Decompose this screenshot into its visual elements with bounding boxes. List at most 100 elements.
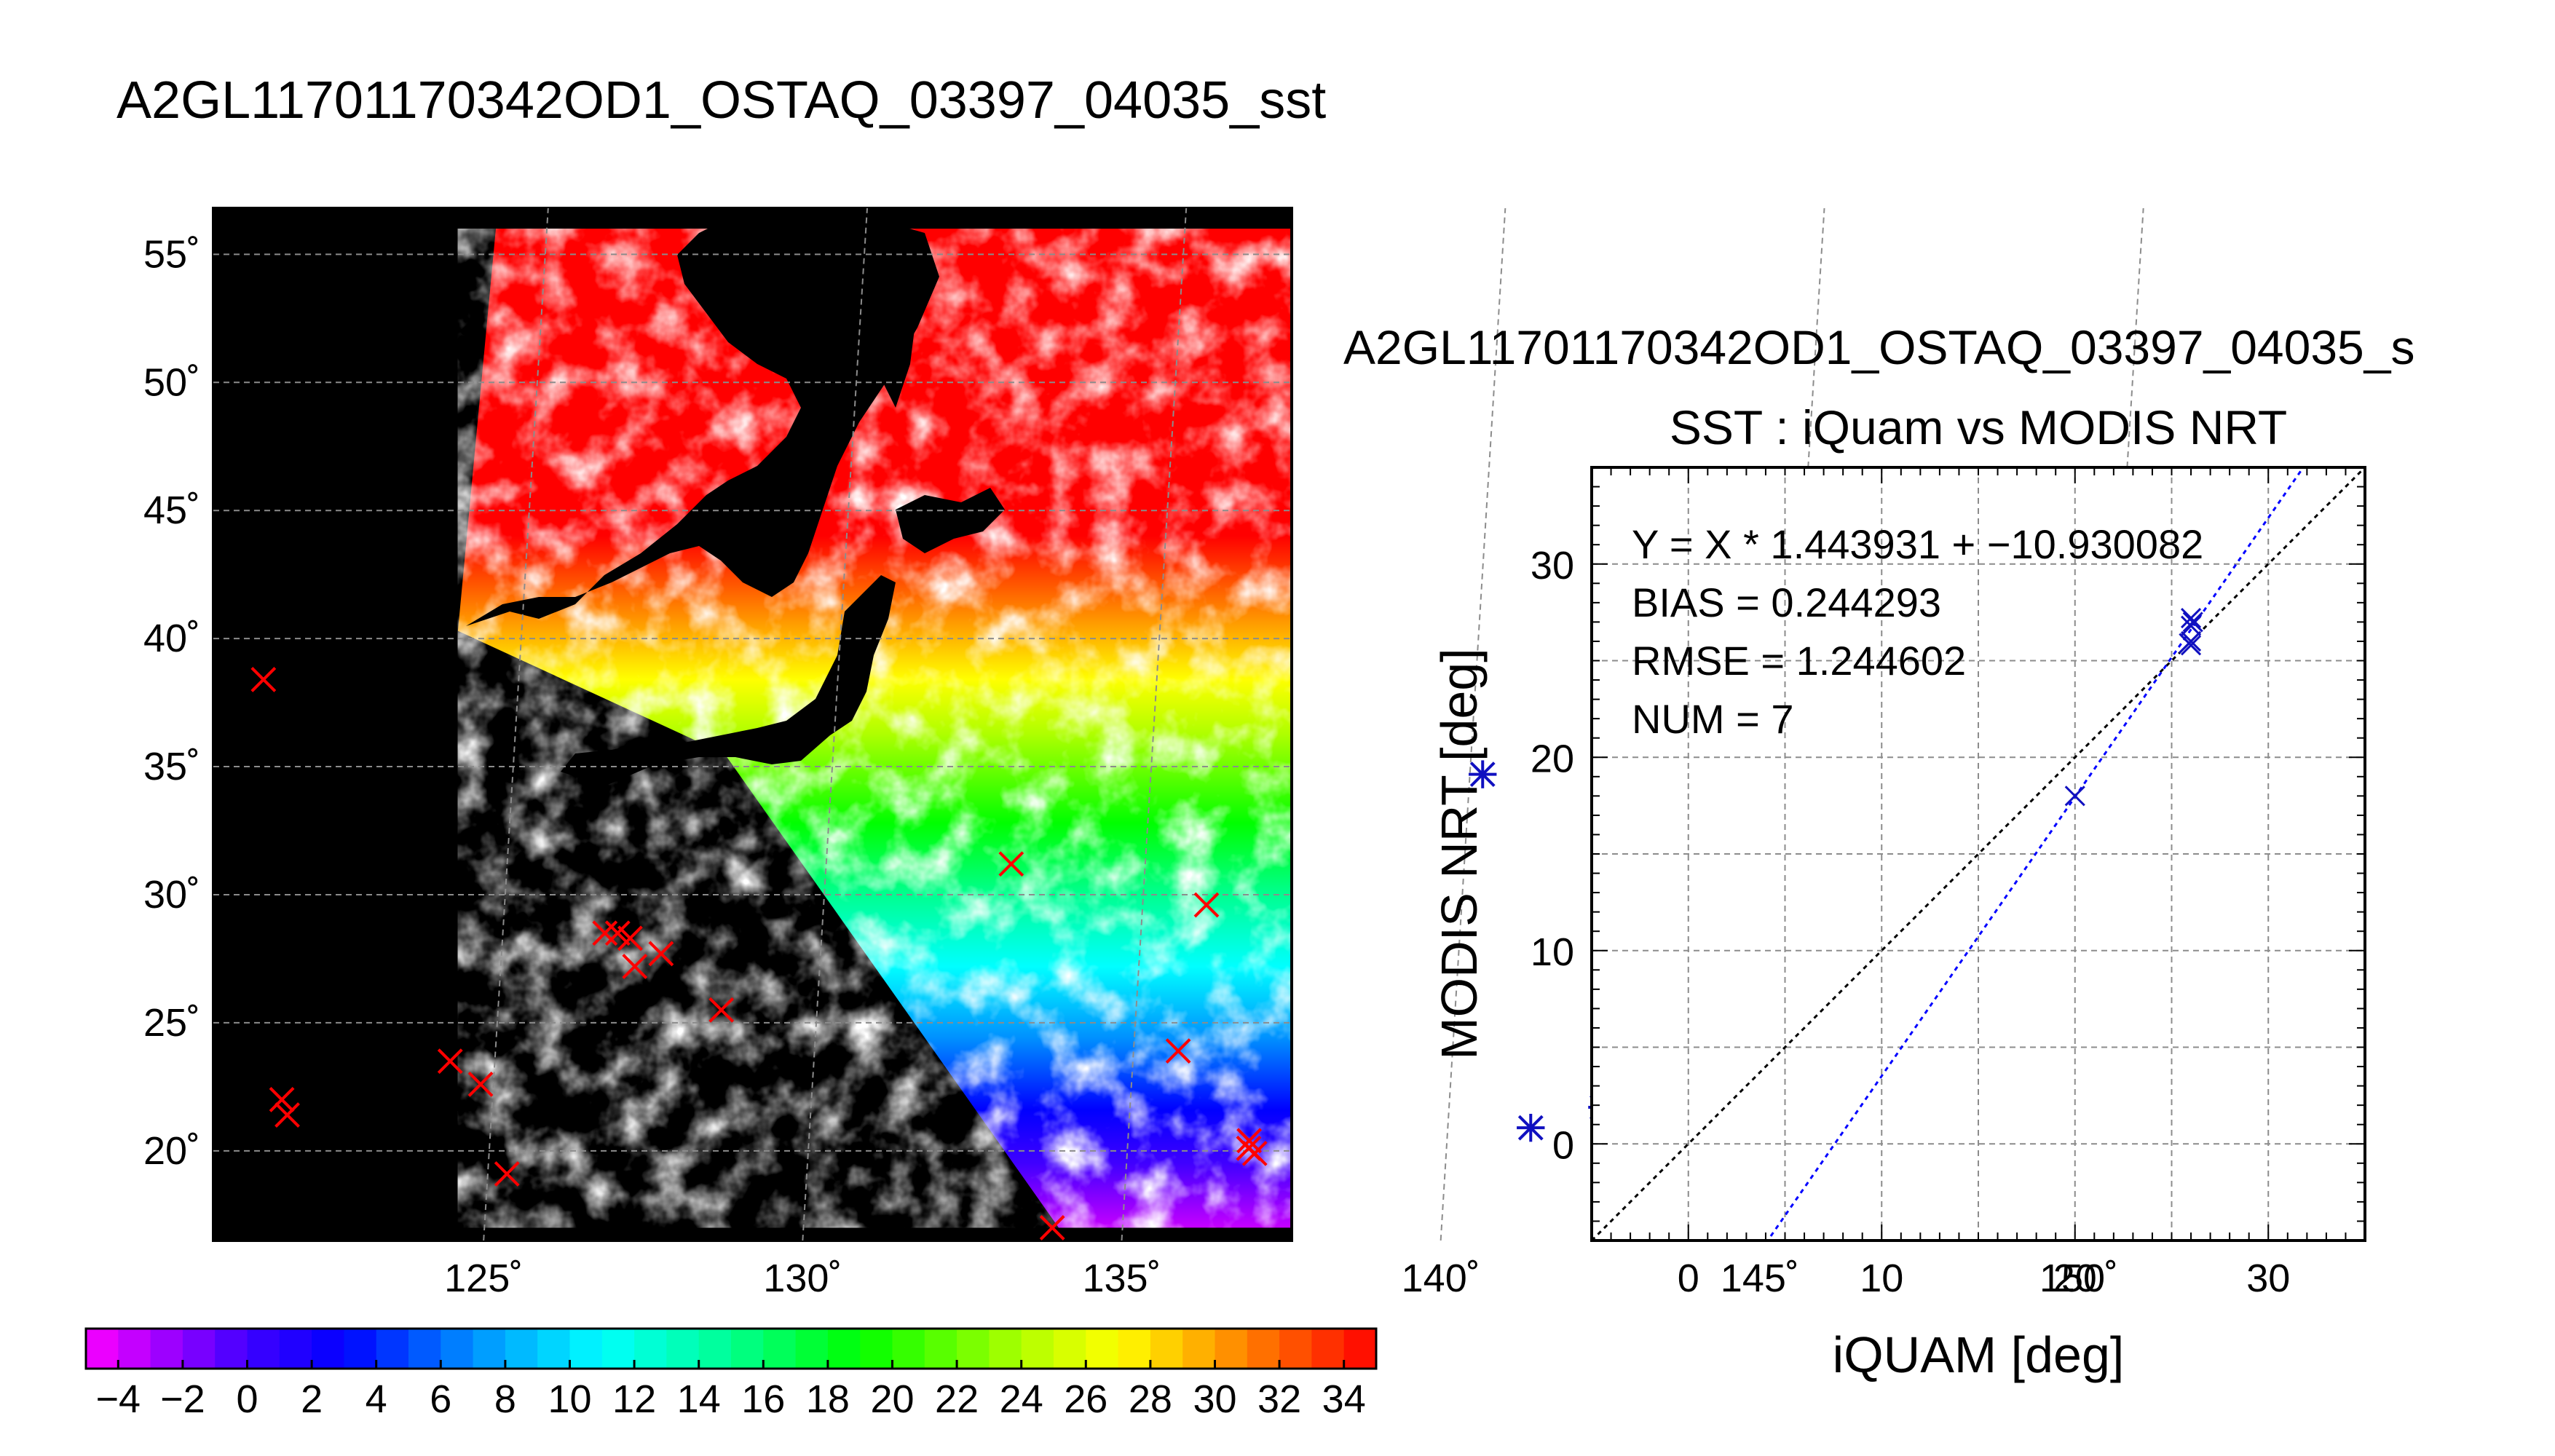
colorbar-segment — [279, 1329, 312, 1369]
lon-tick-label: 130˚ — [763, 1257, 842, 1300]
colorbar-tick-label: 28 — [1129, 1377, 1172, 1421]
colorbar-segment — [892, 1329, 925, 1369]
colorbar-segment — [924, 1329, 957, 1369]
colorbar-tick-label: 2 — [301, 1377, 323, 1421]
y-axis-label: MODIS NRT [deg] — [1431, 648, 1488, 1059]
lat-tick-label: 25˚ — [143, 1001, 200, 1045]
scatter-frame — [1590, 466, 2366, 1242]
scatter-point — [2179, 633, 2200, 654]
colorbar-tick-label: 22 — [935, 1377, 979, 1421]
lon-tick-label: 135˚ — [1082, 1257, 1161, 1300]
buoy-marker — [998, 851, 1024, 877]
buoy-markers — [250, 667, 1616, 1241]
buoy-marker — [592, 920, 618, 946]
scatter-tick-labels: 0 10 20 30 0 10 20 30 — [1531, 544, 2290, 1300]
colorbar-segment — [860, 1329, 893, 1369]
x-tick-label: 30 — [2246, 1257, 2290, 1300]
buoy-marker — [1236, 1128, 1263, 1154]
x-tick-label: 20 — [2053, 1257, 2097, 1300]
colorbar-tick-label: 14 — [677, 1377, 721, 1421]
lon-tick-label: 150˚ — [2039, 1257, 2118, 1300]
colorbar-segment — [989, 1329, 1022, 1369]
y-tick-label: 0 — [1552, 1123, 1574, 1167]
colorbar-segment — [1021, 1329, 1054, 1369]
scatter-point — [2182, 612, 2203, 633]
colorbar-tick-label: 18 — [806, 1377, 850, 1421]
sst-colorbar: −4 −2 0 2 4 6 8 10 12 14 16 18 20 22 24 26 28 30 32 34 — [84, 1327, 1378, 1421]
colorbar-tick-label: 26 — [1064, 1377, 1107, 1421]
lon-tick-label: 140˚ — [1402, 1257, 1480, 1300]
colorbar-segment — [537, 1329, 570, 1369]
scatter-point — [2064, 786, 2085, 807]
scatter-annotations: Y = X * 1.443931 + −10.930082 BIAS = 0.24… — [1632, 521, 2203, 742]
colorbar-segment — [731, 1329, 764, 1369]
colorbar-segment — [86, 1329, 119, 1369]
lon-tick-label: 145˚ — [1721, 1257, 1799, 1300]
lat-tick-label: 55˚ — [143, 232, 200, 276]
colorbar-tick-label: 10 — [548, 1377, 591, 1421]
meridian-line — [483, 207, 549, 1241]
map-graticule — [213, 207, 2144, 1241]
colorbar-tick-label: 32 — [1257, 1377, 1301, 1421]
buoy-marker — [622, 954, 648, 979]
buoy-marker — [250, 667, 277, 692]
colorbar-tick-label: 6 — [430, 1377, 451, 1421]
land-sakhalin — [877, 218, 917, 408]
colorbar-tick-label: −2 — [160, 1377, 205, 1421]
colorbar-tick-label: 4 — [366, 1377, 387, 1421]
colorbar-tick-label: 16 — [741, 1377, 785, 1421]
colorbar-segment — [1279, 1329, 1312, 1369]
colorbar-tick-label: 24 — [1000, 1377, 1043, 1421]
lat-tick-label: 45˚ — [143, 488, 200, 532]
colorbar-segment — [1150, 1329, 1183, 1369]
buoy-marker — [494, 1161, 520, 1187]
colorbar-segment — [1118, 1329, 1151, 1369]
colorbar-segment — [473, 1329, 506, 1369]
colorbar-segment — [957, 1329, 990, 1369]
colorbar-segment — [763, 1329, 797, 1369]
y-tick-label: 20 — [1531, 737, 1574, 780]
colorbar-segment — [1086, 1329, 1119, 1369]
lat-tick-label: 30˚ — [143, 873, 200, 917]
buoy-marker — [1165, 1038, 1191, 1064]
colorbar-tick-label: 34 — [1322, 1377, 1366, 1421]
map-frame — [212, 207, 1293, 1242]
colorbar-segment — [182, 1329, 216, 1369]
scatter-title: SST : iQuam vs MODIS NRT — [1670, 400, 2287, 454]
scatter-top-title: A2GL11701170342OD1_OSTAQ_03397_04035_s — [1343, 320, 2414, 374]
colorbar-segment — [118, 1329, 151, 1369]
colorbar-tick-label: −4 — [96, 1377, 141, 1421]
meridian-line — [1121, 207, 1188, 1241]
stat-annotation: NUM = 7 — [1632, 696, 1794, 742]
x-tick-label: 10 — [1860, 1257, 1903, 1300]
buoy-marker — [275, 1102, 300, 1128]
meridian-line — [1758, 207, 1825, 1241]
x-axis-label: iQUAM [deg] — [1833, 1326, 2125, 1383]
colorbar-tick-label: 30 — [1193, 1377, 1236, 1421]
buoy-marker — [269, 1087, 295, 1112]
colorbar-segment — [827, 1329, 861, 1369]
colorbar-tick-label: 12 — [612, 1377, 656, 1421]
colorbar-segment — [215, 1329, 248, 1369]
map-tick-labels: 125˚ 130˚ 135˚ 140˚ 145˚ 150˚ 20˚ 25˚ 30˚ 35˚ 40˚ 4… — [143, 232, 2118, 1300]
matchup-marker — [1517, 1113, 1545, 1142]
scatter-point — [2180, 615, 2202, 636]
colorbar-segment — [1343, 1329, 1377, 1369]
buoy-marker — [1241, 1140, 1268, 1166]
colorbar-segment — [1182, 1329, 1215, 1369]
buoy-marker — [617, 925, 643, 951]
scatter-panel: A2GL11701170342OD1_OSTAQ_03397_04035_s S… — [1343, 320, 2414, 1383]
land-masses — [466, 215, 1005, 786]
lat-tick-label: 50˚ — [143, 360, 200, 404]
buoy-marker — [437, 1048, 463, 1075]
colorbar-segment — [150, 1329, 183, 1369]
colorbar-segment — [408, 1329, 441, 1369]
y-tick-label: 30 — [1531, 544, 1574, 587]
identity-line — [1592, 467, 2365, 1241]
lon-tick-label: 125˚ — [444, 1257, 523, 1300]
colorbar-frame — [84, 1327, 1378, 1370]
buoy-marker — [467, 1071, 494, 1097]
colorbar-tick-label: 8 — [494, 1377, 516, 1421]
sst-map: 125˚ 130˚ 135˚ 140˚ 145˚ 150˚ 20˚ 25˚ 30˚ 35˚ 40˚ 4… — [143, 207, 2144, 1300]
colorbar-tick-label: 20 — [870, 1377, 914, 1421]
